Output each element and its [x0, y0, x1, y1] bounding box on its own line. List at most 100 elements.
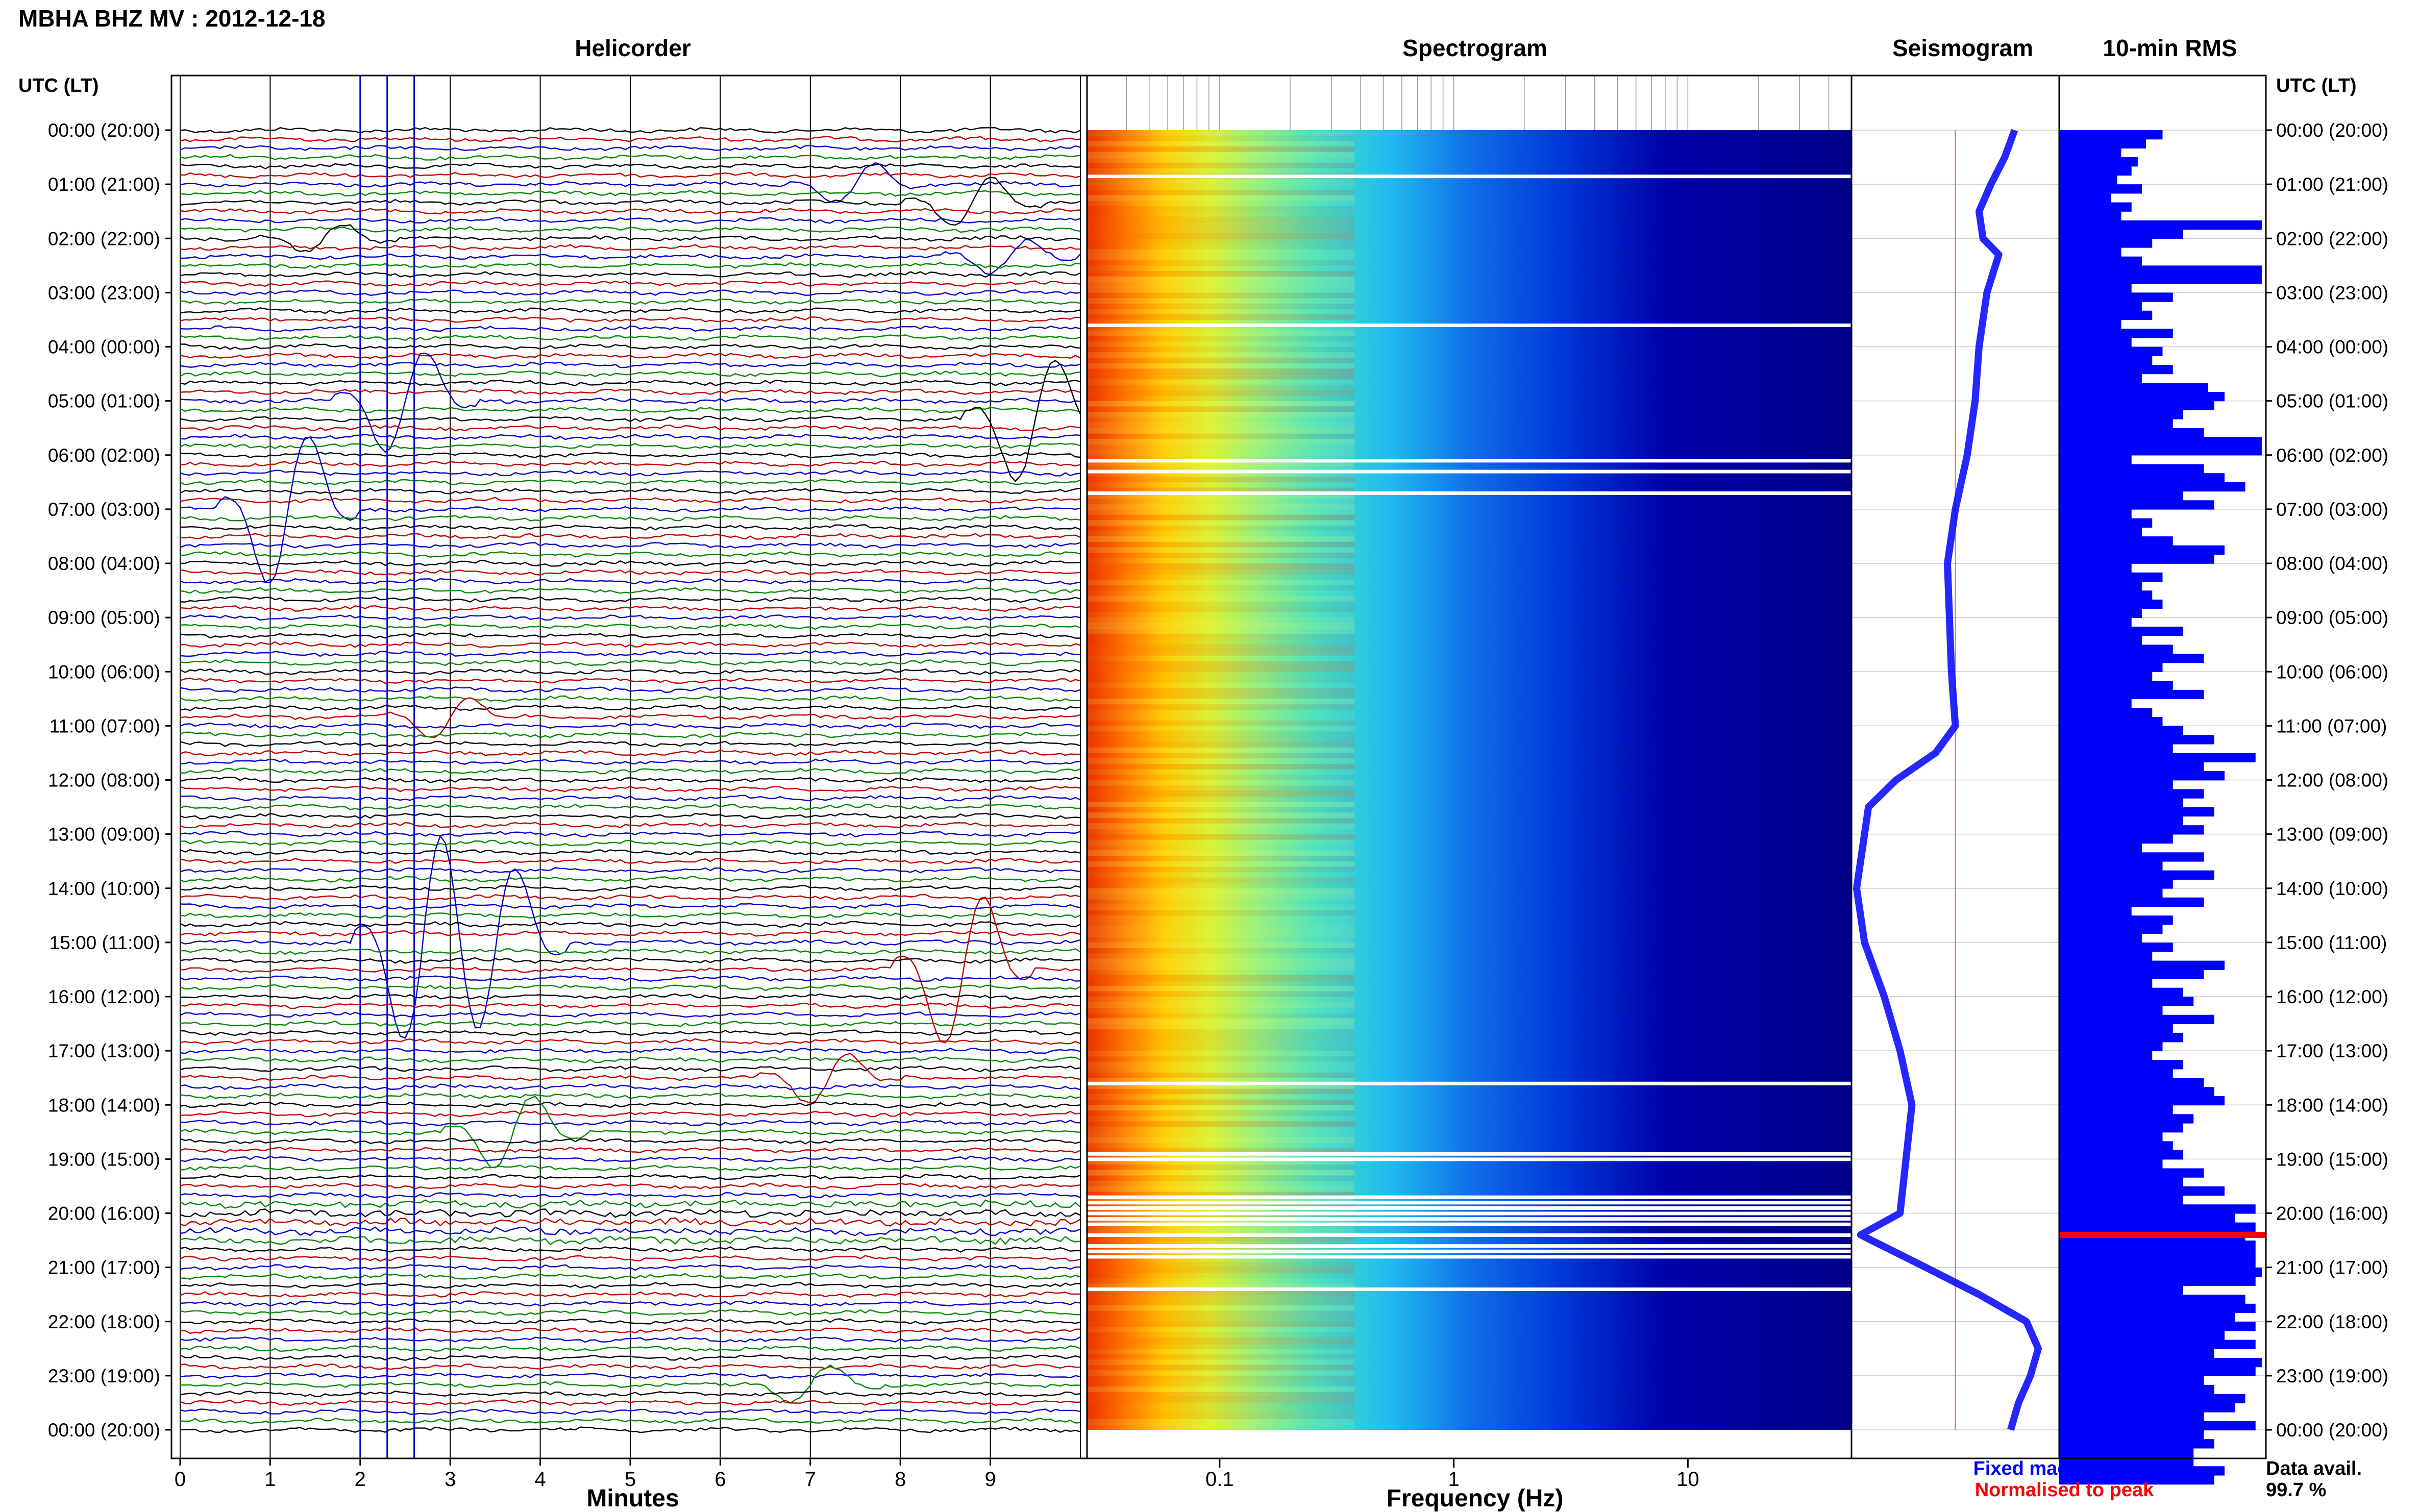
- spectrogram-texture-row: [1087, 1343, 1355, 1349]
- helicorder-trace: [180, 244, 1081, 251]
- spectrogram-texture-row: [1087, 1018, 1355, 1024]
- helicorder-trace: [180, 1364, 1081, 1404]
- rms-bar: [2059, 960, 2225, 970]
- rms-bar: [2059, 1150, 2183, 1160]
- rms-bar: [2059, 1295, 2245, 1304]
- spectrogram-texture-row: [1087, 438, 1355, 445]
- spectrogram-texture-row: [1087, 1159, 1355, 1165]
- y-tick-label-right: 00:00 (20:00): [2276, 1420, 2388, 1441]
- spectrogram-texture-row: [1087, 612, 1355, 618]
- spectrogram-texture-row: [1087, 579, 1355, 585]
- spectrogram-texture-row: [1087, 547, 1355, 553]
- spectrogram-texture-row: [1087, 520, 1355, 526]
- rms-bar: [2059, 256, 2142, 266]
- rms-bar: [2059, 1421, 2256, 1431]
- helicorder-trace: [180, 1282, 1081, 1289]
- rms-bar: [2059, 645, 2173, 654]
- rms-bar: [2059, 780, 2173, 790]
- spectrogram-texture-row: [1087, 953, 1355, 959]
- helicorder-trace: [180, 1038, 1081, 1046]
- y-tick-label-right: 00:00 (20:00): [2276, 120, 2388, 141]
- spectrogram-texture-row: [1087, 1273, 1355, 1279]
- spectrogram-texture-row: [1087, 1419, 1355, 1425]
- helicorder-trace: [180, 1120, 1081, 1127]
- spectrogram-texture-row: [1087, 774, 1355, 780]
- y-tick-label-left: 00:00 (20:00): [48, 1420, 160, 1441]
- spectrogram-gap: [1087, 1249, 1852, 1253]
- helicorder-trace: [180, 1399, 1081, 1406]
- spectrogram-texture-row: [1087, 525, 1355, 531]
- spectrogram-texture-row: [1087, 1381, 1355, 1387]
- spectrogram-texture-row: [1087, 477, 1355, 483]
- axes-layer: 00:00 (20:00) 00:00 (20:00) 01:00 (21:00) 0…: [48, 75, 2388, 1491]
- spectrogram-gap: [1087, 324, 1852, 328]
- helicorder-trace: [180, 1264, 1080, 1271]
- helicorder-trace: [180, 136, 1081, 143]
- helicorder-trace: [180, 352, 1081, 453]
- y-tick-label-right: 01:00 (21:00): [2276, 174, 2388, 195]
- rms-bar: [2059, 689, 2204, 700]
- y-tick-label-right: 06:00 (02:00): [2276, 445, 2388, 466]
- spectrogram-texture-row: [1087, 758, 1355, 764]
- y-tick-label-left: 03:00 (23:00): [48, 282, 160, 303]
- spectrogram-gap: [1087, 1255, 1852, 1259]
- minute-tick-label: 4: [534, 1468, 546, 1491]
- spectrogram-texture-row: [1087, 969, 1355, 976]
- spectrogram-texture-row: [1087, 423, 1355, 429]
- spectrogram-texture-row: [1087, 200, 1355, 207]
- rms-bar: [2059, 509, 2132, 519]
- spectrogram-texture-row: [1087, 1305, 1355, 1311]
- frequency-tick-label: 0.1: [1205, 1468, 1234, 1491]
- helicorder-trace: [180, 238, 1081, 275]
- rms-bar: [2059, 933, 2142, 943]
- spectrogram-texture-row: [1087, 769, 1355, 775]
- rms-bar: [2059, 672, 2153, 681]
- rms-bar: [2059, 184, 2142, 194]
- spectrogram-texture-row: [1087, 1094, 1355, 1100]
- spectrogram-texture-row: [1087, 363, 1355, 369]
- spectrogram-texture-row: [1087, 536, 1355, 542]
- helicorder-trace: [180, 1174, 1081, 1181]
- minute-tick-label: 7: [805, 1468, 816, 1491]
- rms-bar: [2059, 1258, 2256, 1268]
- rms-bar: [2059, 1096, 2225, 1106]
- helicorder-trace: [180, 957, 1080, 964]
- spectrogram-texture-row: [1087, 785, 1355, 791]
- helicorder-trace: [180, 975, 1081, 982]
- spectrogram-texture-row: [1087, 975, 1355, 981]
- spectrogram-texture-row: [1087, 704, 1355, 710]
- y-tick-label-right: 12:00 (08:00): [2276, 770, 2388, 791]
- spectrogram-texture-row: [1087, 693, 1355, 699]
- helicorder-trace: [180, 1300, 1081, 1307]
- helicorder-trace: [180, 262, 1081, 269]
- spectrogram-texture-row: [1087, 910, 1355, 916]
- spectrogram-texture-row: [1087, 1083, 1355, 1089]
- helicorder-trace: [180, 144, 1081, 152]
- y-tick-label-right: 07:00 (03:00): [2276, 499, 2388, 520]
- spectrogram-texture-row: [1087, 1067, 1355, 1073]
- y-tick-label-right: 13:00 (09:00): [2276, 824, 2388, 845]
- spectrogram-texture-row: [1087, 1240, 1355, 1246]
- spectrogram-texture-row: [1087, 1262, 1355, 1268]
- spectrogram-panel: [1087, 76, 1852, 1430]
- spectrogram-texture-row: [1087, 823, 1355, 829]
- helicorder-trace: [180, 812, 1081, 820]
- spectrogram-texture-row: [1087, 1392, 1355, 1398]
- spectrogram-texture-row: [1087, 926, 1355, 932]
- rms-bar: [2059, 1114, 2194, 1124]
- helicorder-trace: [180, 460, 1081, 467]
- rms-bar: [2059, 518, 2153, 528]
- rms-bar: [2059, 1222, 2256, 1232]
- helicorder-trace: [180, 858, 1081, 865]
- panel-frame: [2058, 75, 2267, 1459]
- helicorder-trace: [180, 533, 1081, 540]
- helicorder-trace: [180, 162, 1081, 203]
- spectrogram-texture-row: [1087, 379, 1355, 385]
- spectrogram-texture-row: [1087, 233, 1355, 239]
- rms-bar: [2059, 491, 2183, 501]
- rms-bar: [2059, 897, 2204, 907]
- y-tick-label-right: 17:00 (13:00): [2276, 1040, 2388, 1061]
- spectrogram-texture-row: [1087, 601, 1355, 607]
- rms-bar: [2059, 310, 2153, 320]
- rms-bar: [2059, 771, 2225, 781]
